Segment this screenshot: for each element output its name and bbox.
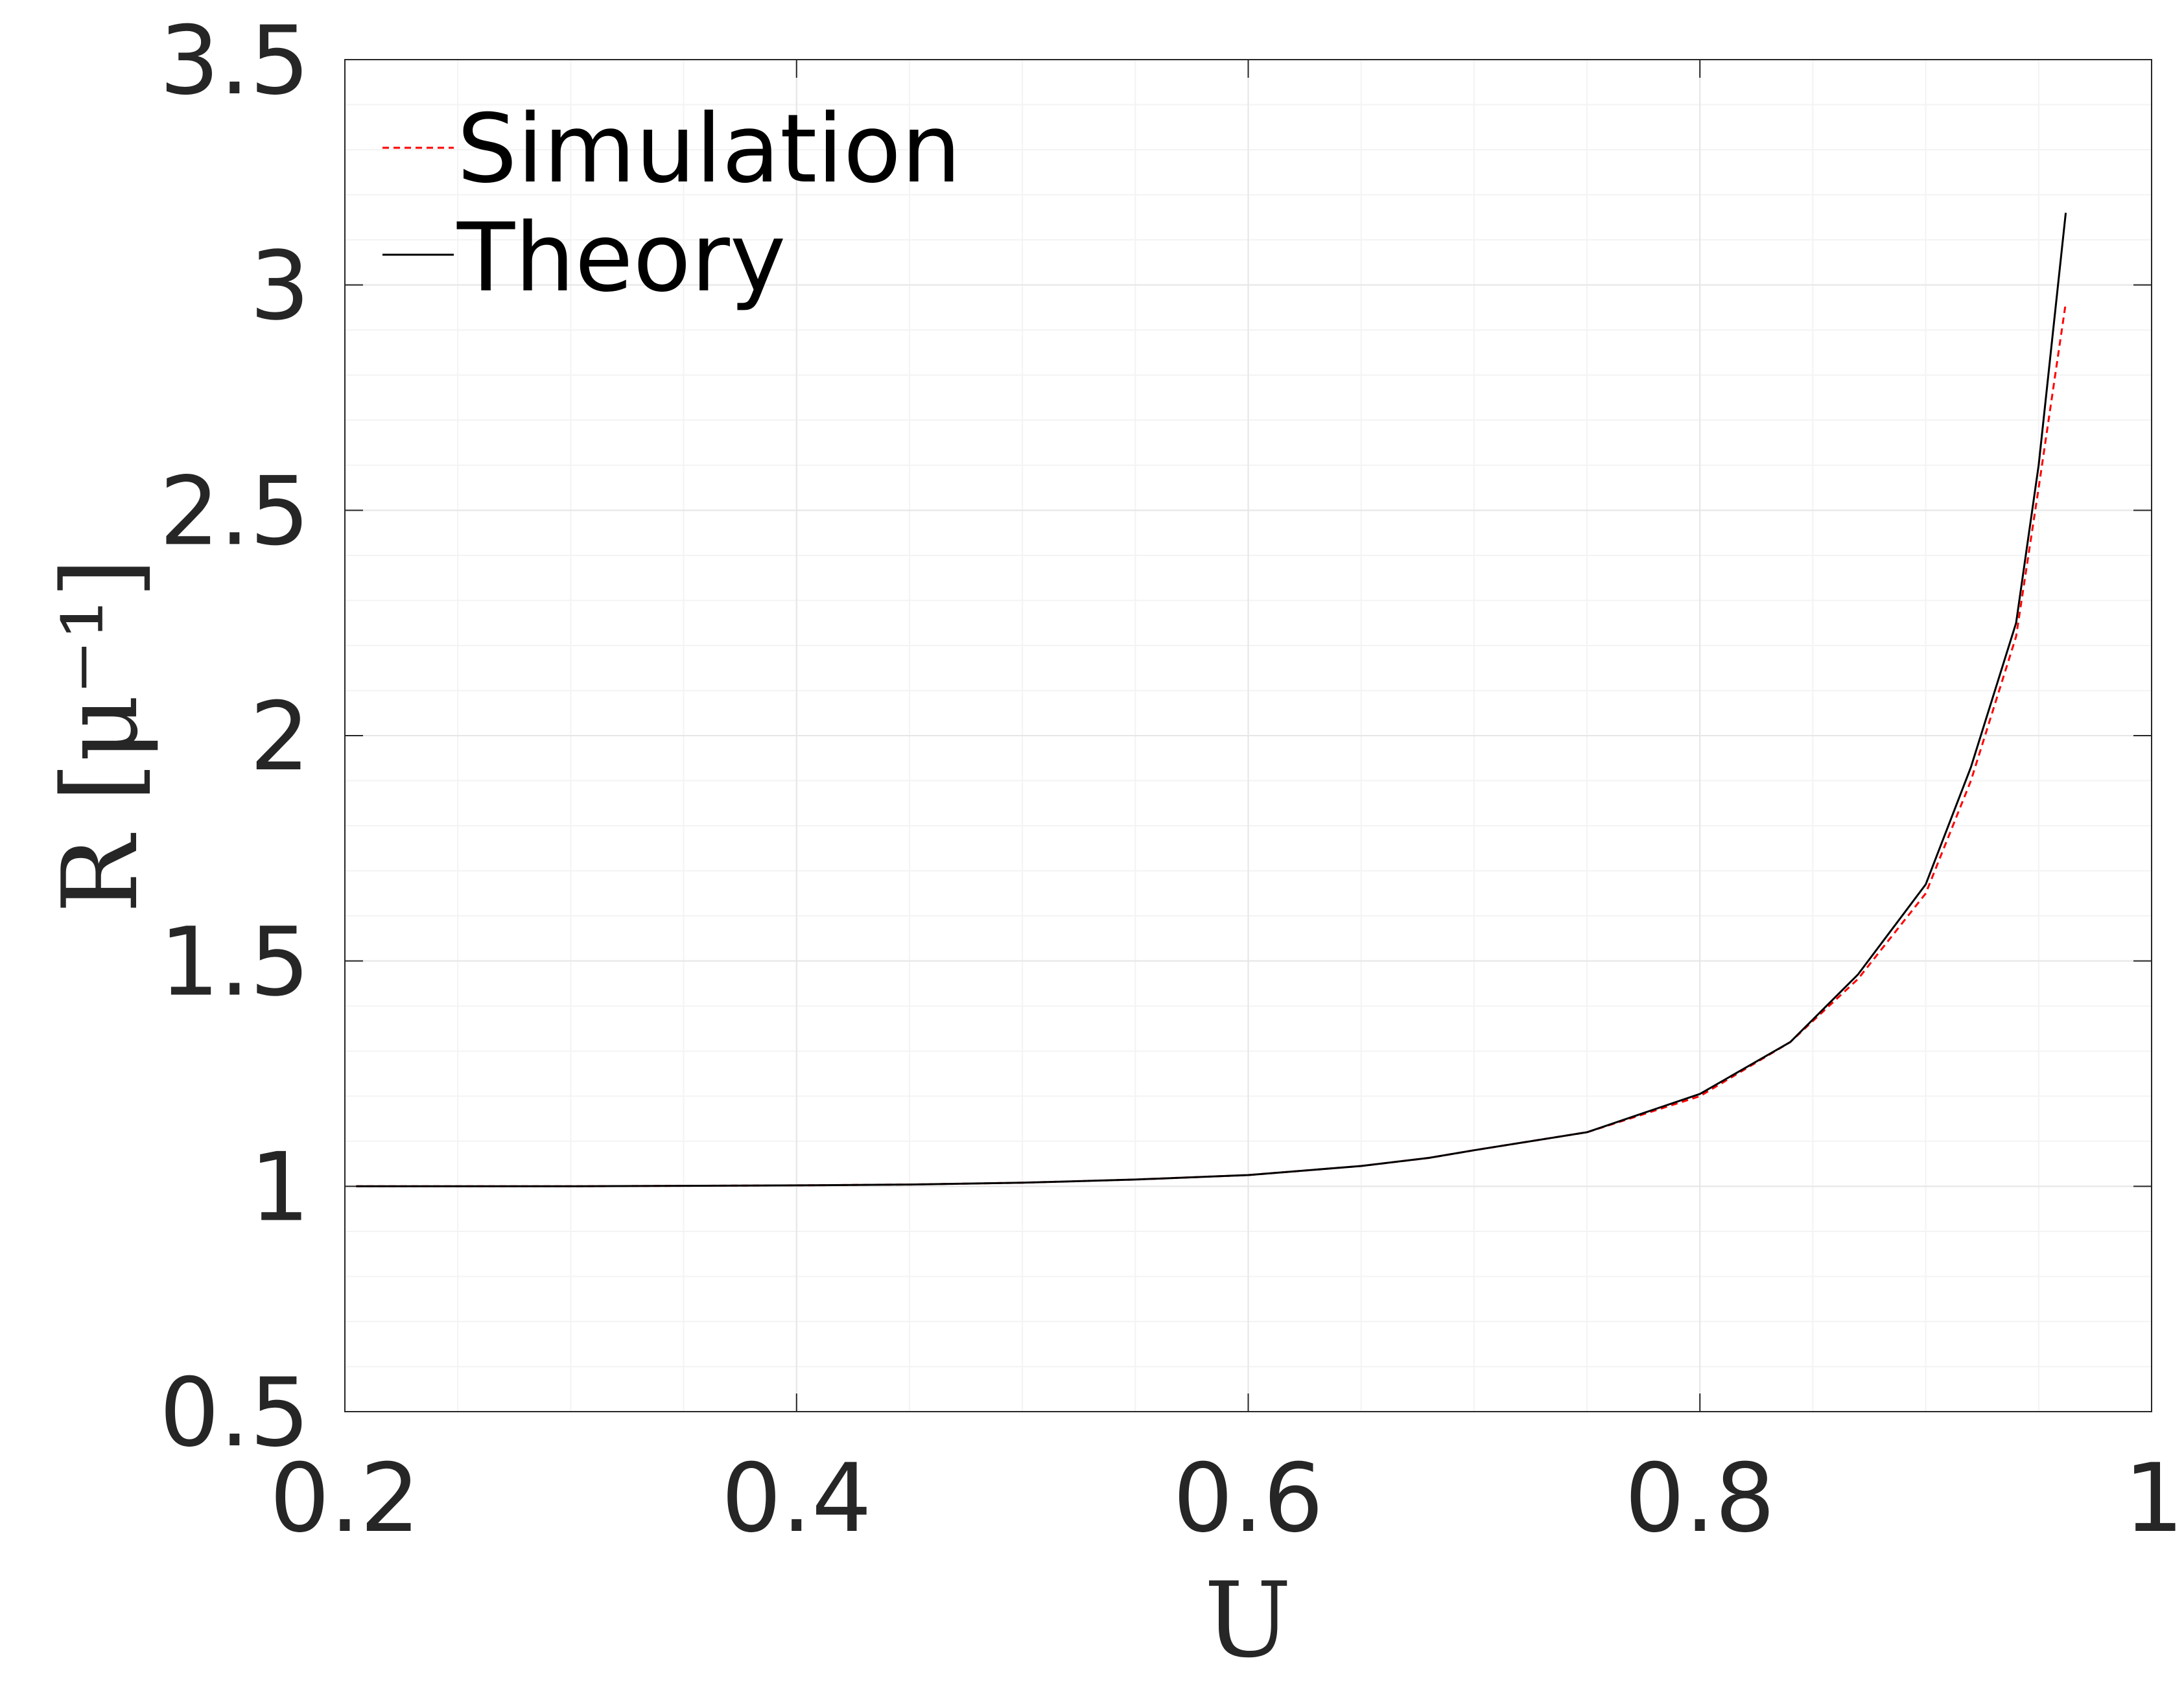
y-tick-label: 1 [250, 1132, 310, 1242]
tick-labels: 0.2 0.4 0.6 0.8 1 0.5 1 1.5 2 2.5 3 3.5 [159, 6, 2184, 1554]
y-tick-label: 3 [250, 231, 310, 342]
y-tick-label: 2.5 [159, 456, 310, 566]
y-tick-label: 0.5 [159, 1358, 310, 1468]
y-tick-label: 3.5 [159, 6, 310, 116]
series-layer [356, 213, 2067, 1187]
legend-theory-label: Theory [456, 203, 786, 313]
x-tick-label: 0.2 [270, 1443, 420, 1554]
x-tick-label: 0.6 [1173, 1443, 1323, 1554]
series-line-theory [356, 213, 2067, 1187]
legend: Simulation Theory [382, 94, 961, 313]
legend-simulation-label: Simulation [457, 94, 961, 204]
y-tick-label: 1.5 [159, 907, 310, 1018]
x-tick-label: 0.4 [722, 1443, 872, 1554]
x-axis-label: U [1204, 1559, 1292, 1681]
x-tick-label: 1 [2124, 1443, 2184, 1554]
y-axis-label: R [μ⁻¹] [40, 558, 161, 914]
axis-ticks [344, 59, 2152, 1412]
x-tick-label: 0.8 [1625, 1443, 1775, 1554]
y-tick-label: 2 [250, 682, 310, 792]
